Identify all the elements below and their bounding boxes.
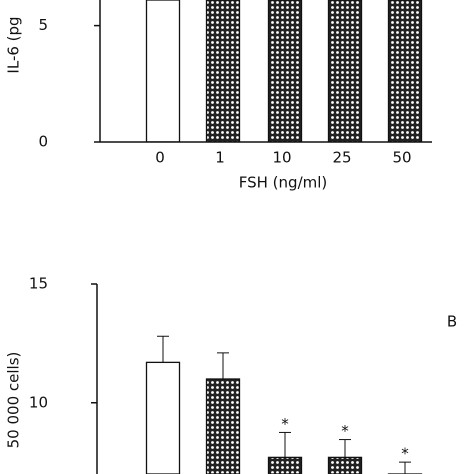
y-tick-label: 15	[29, 275, 48, 293]
bar	[145, 0, 181, 142]
significance-mark: *	[341, 422, 349, 440]
significance-mark: *	[281, 415, 289, 433]
bar	[267, 456, 303, 474]
bar	[205, 0, 241, 142]
x-tick-label: 0	[155, 149, 165, 167]
bar	[205, 378, 241, 474]
bar	[387, 0, 423, 142]
x-tick-label: 50	[392, 149, 411, 167]
y-tick-label: 10	[29, 393, 48, 411]
plot-area	[145, 361, 423, 474]
y-axis-label: IL-6 (pg	[5, 16, 23, 73]
x-axis-label: FSH (ng/ml)	[239, 174, 328, 192]
panel-label: B	[447, 313, 457, 331]
bar	[327, 456, 363, 474]
bar	[327, 0, 363, 142]
significance-mark: *	[401, 445, 409, 463]
bar	[267, 0, 303, 142]
x-tick-label: 10	[272, 149, 291, 167]
x-tick-label: 25	[332, 149, 351, 167]
y-axis-label: 50 000 cells)	[5, 352, 23, 449]
bar	[145, 361, 181, 474]
x-tick-label: 1	[215, 149, 225, 167]
plot-area	[145, 0, 423, 142]
y-tick-label: 5	[38, 16, 48, 34]
y-tick-label: 0	[38, 133, 48, 151]
